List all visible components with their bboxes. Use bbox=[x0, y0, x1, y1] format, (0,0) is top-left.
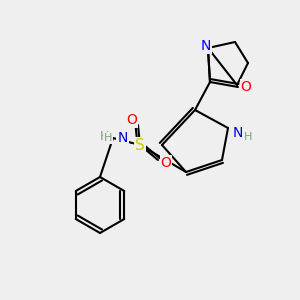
Text: H: H bbox=[244, 132, 252, 142]
Text: H: H bbox=[100, 130, 109, 142]
Text: N: N bbox=[201, 39, 211, 53]
Text: O: O bbox=[160, 156, 171, 170]
Text: S: S bbox=[135, 137, 145, 152]
Text: H: H bbox=[104, 133, 112, 143]
Text: N: N bbox=[118, 131, 128, 145]
Text: O: O bbox=[241, 80, 251, 94]
Text: O: O bbox=[127, 113, 137, 127]
Text: N: N bbox=[233, 126, 243, 140]
Text: N: N bbox=[117, 129, 128, 143]
